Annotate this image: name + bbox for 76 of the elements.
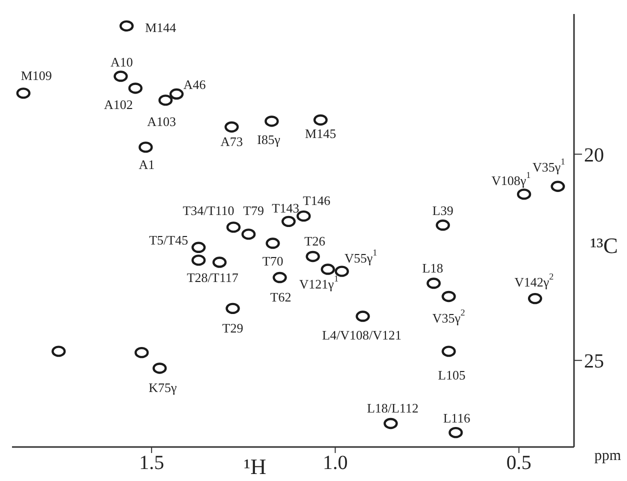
point [224,121,239,133]
point [442,346,456,357]
point [120,20,134,32]
y-axis-title: ¹³C [590,232,618,258]
annotation: M109 [20,68,52,83]
annotation: V121γ$^{1}$ [299,273,338,291]
point [138,142,153,153]
annotation: T34/T110 [182,202,234,218]
annotation: K75γ [148,380,177,395]
annotation: T28/T117 [186,270,239,285]
point [192,242,206,254]
point [272,272,287,284]
x-tick-label: 1.0 [322,452,348,474]
point [158,94,173,106]
point [169,88,184,100]
point [226,302,240,314]
point [128,82,143,94]
text: ppm [594,448,621,465]
annotation: A10 [110,54,133,69]
annotation: A1 [138,156,155,172]
annotation: M145 [305,125,336,140]
annotation: A46 [183,76,206,92]
point [528,292,542,304]
point [313,114,328,126]
point [384,418,398,430]
annotation: M144 [145,19,177,34]
annotation: A102 [104,96,133,112]
annotation: V35γ$^{2}$ [432,307,466,325]
point [436,220,450,231]
annotation: L4/V108/V121 [322,326,402,342]
annotation: T26 [304,232,326,248]
point [281,216,296,228]
annotation: L39 [432,202,454,218]
annotation: T62 [270,289,292,304]
annotation: V142γ$^{2}$ [514,272,554,290]
annotation: V35γ$^{1}$ [532,156,566,174]
annotation: I85γ [257,132,280,147]
annotation: T29 [222,320,244,335]
point [226,222,241,233]
annotation: T79 [243,202,264,218]
point [52,346,66,357]
x-axis-title: ¹H [244,454,266,478]
point [442,290,456,302]
point [448,426,463,438]
point [134,346,149,358]
point [334,266,349,277]
point [152,362,167,374]
point [264,116,279,127]
point [306,250,320,262]
point [426,278,441,289]
annotation: L18 [422,260,444,275]
point [516,188,532,200]
point [16,88,30,99]
y-tick-label: 20 [584,144,604,166]
annotation: T70 [262,252,284,268]
annotation: T143 [272,200,300,215]
y-tick-label: 25 [584,350,604,372]
point [320,264,335,275]
annotation: V108γ$^{1}$ [491,170,531,188]
point [266,238,280,249]
annotation: T146 [302,192,331,208]
annotation: L116 [443,410,471,426]
annotation: V55γ$^{1}$ [344,247,378,265]
annotation: L18/L112 [366,400,418,415]
point [114,70,128,82]
x-tick-label: 0.5 [506,452,532,474]
annotation: A103 [147,114,176,129]
x-tick-label: 1.5 [139,452,164,474]
point [356,310,370,322]
point [241,228,256,240]
point [192,254,206,266]
annotation: L105 [438,366,466,382]
point [550,180,565,192]
point [212,256,227,268]
annotation: A73 [220,133,243,148]
annotation: T5/T45 [149,232,188,247]
